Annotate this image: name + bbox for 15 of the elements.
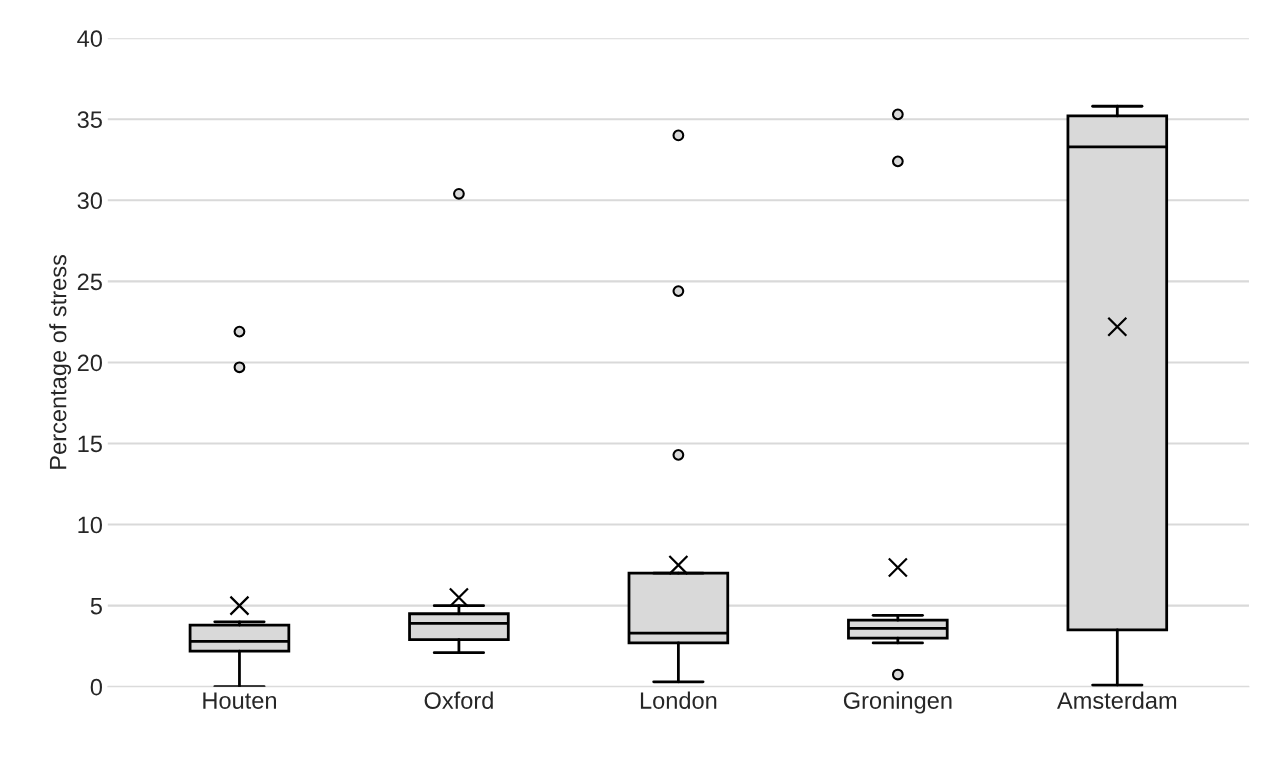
x-tick-label: Oxford xyxy=(424,691,493,709)
y-tick-label: 25 xyxy=(77,273,102,291)
y-tick-label: 40 xyxy=(77,30,102,47)
y-tick-label: 30 xyxy=(77,192,102,210)
x-tick-label: Houten xyxy=(203,692,276,709)
y-tick-label: 20 xyxy=(77,354,102,372)
y-tick-label: 35 xyxy=(77,111,102,129)
x-tick-label: Amsterdam xyxy=(1057,691,1177,709)
x-tick-label: Groningen xyxy=(843,691,952,714)
x-tick-label: London xyxy=(640,691,717,709)
y-tick-label: 15 xyxy=(78,435,102,453)
y-tick-label: 0 xyxy=(90,678,102,696)
y-tick-label: 5 xyxy=(90,597,102,615)
y-axis-title: Percentage of stress xyxy=(49,255,72,469)
y-tick-label: 10 xyxy=(78,516,102,534)
